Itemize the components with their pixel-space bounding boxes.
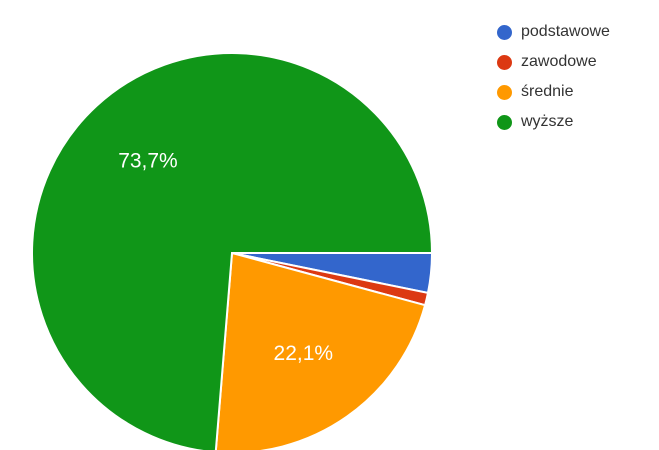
legend-swatch-podstawowe bbox=[497, 24, 512, 40]
legend-item-zawodowe: zawodowe bbox=[497, 50, 610, 74]
pie-slice-label-3: 73,7% bbox=[118, 149, 178, 172]
legend-label-srednie: średnie bbox=[521, 83, 574, 100]
legend-swatch-wyzsze bbox=[497, 114, 512, 130]
legend-item-wyzsze: wyższe bbox=[497, 110, 610, 134]
legend: podstawowe zawodowe średnie wyższe bbox=[497, 20, 610, 140]
pie-slice-label-2: 22,1% bbox=[274, 342, 334, 365]
legend-label-zawodowe: zawodowe bbox=[521, 53, 597, 70]
legend-swatch-zawodowe bbox=[497, 54, 512, 70]
legend-item-srednie: średnie bbox=[497, 80, 610, 104]
legend-label-podstawowe: podstawowe bbox=[521, 23, 610, 40]
legend-label-wyzsze: wyższe bbox=[521, 113, 574, 130]
legend-item-podstawowe: podstawowe bbox=[497, 20, 610, 44]
pie-slice-3 bbox=[31, 52, 434, 450]
legend-swatch-srednie bbox=[497, 84, 512, 100]
pie-slice-2 bbox=[214, 251, 427, 450]
